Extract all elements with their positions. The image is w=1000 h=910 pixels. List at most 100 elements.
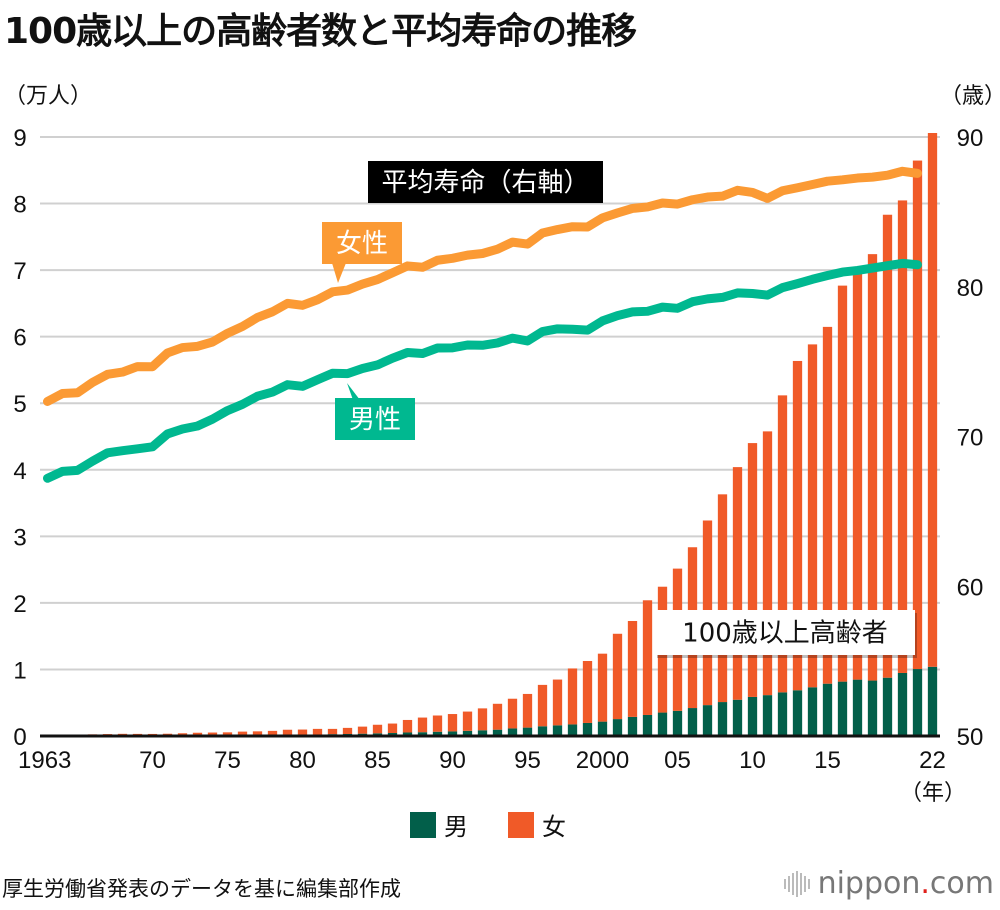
bar-female	[192, 732, 203, 736]
bar-female	[387, 723, 398, 734]
line-male	[43, 258, 922, 483]
female-callout-bg	[322, 222, 402, 264]
x-tick-label: 22	[919, 747, 946, 774]
male-callout-text: 男性	[349, 405, 401, 435]
bar-female	[402, 719, 413, 733]
bar-male	[747, 696, 758, 736]
left-tick-label: 5	[13, 391, 26, 418]
legend-swatch-female	[508, 811, 534, 838]
gridlines	[40, 136, 940, 671]
female-callout-pointer	[332, 263, 346, 283]
right-tick-label: 50	[957, 724, 984, 751]
bar-male	[897, 672, 908, 736]
bar-male	[912, 669, 923, 736]
bar-female	[507, 698, 518, 729]
bar-female	[357, 726, 368, 734]
bar-female	[627, 620, 638, 717]
bar-male	[582, 722, 593, 736]
female-callout-text: 女性	[336, 229, 388, 259]
source-note: 厚生労働省発表のデータを基に編集部作成	[2, 877, 401, 901]
axes: 0 1 2 3 4 5 6 7 8 9 50 60 70 80 90 1963 70 75 80 85 90 95 2000…	[13, 125, 983, 774]
bar-male	[882, 677, 893, 736]
bar-male	[537, 726, 548, 736]
bar-female	[492, 703, 503, 730]
bar-female	[252, 731, 263, 736]
female-callout: 女性	[322, 222, 402, 264]
bar-female	[207, 732, 218, 736]
left-tick-label: 0	[13, 724, 26, 751]
bar-male	[627, 716, 638, 736]
bar-female	[537, 684, 548, 727]
bar-male	[567, 724, 578, 736]
bar-male	[477, 730, 488, 736]
logo-mark-icon	[783, 870, 810, 897]
left-tick-label: 1	[13, 657, 26, 684]
life-expectancy-label: 平均寿命（右軸）	[368, 161, 603, 203]
bar-female	[462, 711, 473, 731]
bar-female	[717, 494, 728, 703]
left-tick-label: 3	[13, 524, 26, 551]
bar-male	[552, 725, 563, 736]
bar-female	[852, 270, 863, 680]
life-expectancy-label-text: 平均寿命（右軸）	[381, 168, 589, 198]
legend: 男 女	[410, 807, 566, 842]
bar-female	[237, 731, 248, 736]
x-tick-label: 05	[664, 747, 691, 774]
left-tick-label: 8	[13, 192, 26, 219]
logo-dot: .	[920, 866, 930, 901]
nippon-logo: nippon.com	[783, 866, 994, 901]
x-axis-unit: （年）	[900, 781, 967, 806]
bar-female	[822, 326, 833, 684]
bar-female	[417, 717, 428, 733]
bar-male	[687, 708, 698, 736]
bar-male	[402, 732, 413, 736]
right-tick-label: 70	[957, 425, 984, 452]
centenarians-label: 100歳以上高齢者	[655, 610, 917, 658]
life-expectancy-label-bg	[368, 161, 603, 203]
bar-male	[597, 721, 608, 736]
bar-female	[642, 600, 653, 715]
bar-female	[867, 254, 878, 681]
x-tick-label: 15	[814, 747, 841, 774]
bar-female	[927, 133, 938, 667]
logo-text: nippon	[817, 866, 921, 901]
male-callout-pointer	[347, 383, 360, 400]
bar-female	[327, 728, 338, 735]
right-tick-label: 60	[957, 574, 984, 601]
bar-male	[522, 727, 533, 736]
bar-female	[612, 633, 623, 720]
bar-male	[417, 732, 428, 736]
legend-item-female: 女	[508, 807, 566, 842]
bar-female	[912, 160, 923, 670]
left-axis-unit: （万人）	[4, 84, 93, 109]
bar-male	[762, 695, 773, 736]
bar-female	[567, 668, 578, 725]
bar-male	[792, 690, 803, 736]
bar-female	[342, 727, 353, 735]
bar-male	[462, 730, 473, 736]
bar-male	[672, 710, 683, 736]
bar-female	[582, 660, 593, 723]
x-tick-label: 10	[739, 747, 766, 774]
bar-male	[822, 683, 833, 736]
bar-female	[897, 200, 908, 673]
bar-female	[552, 679, 563, 726]
bar-female	[522, 693, 533, 728]
x-tick-label: 1963	[18, 747, 71, 774]
bar-female	[312, 728, 323, 735]
male-callout: 男性	[335, 398, 415, 440]
bar-female	[837, 285, 848, 682]
chart-title: 100歳以上の高齢者数と平均寿命の推移	[4, 11, 637, 52]
bar-male	[702, 705, 713, 736]
left-tick-label: 9	[13, 125, 26, 152]
legend-label-male: 男	[444, 813, 468, 841]
x-tick-label: 75	[214, 747, 241, 774]
bar-male	[852, 679, 863, 736]
right-tick-label: 80	[957, 275, 984, 302]
bar-female	[807, 344, 818, 688]
bar-male	[777, 692, 788, 736]
bar-male	[837, 681, 848, 736]
bars	[42, 133, 938, 736]
bar-female	[177, 733, 188, 736]
